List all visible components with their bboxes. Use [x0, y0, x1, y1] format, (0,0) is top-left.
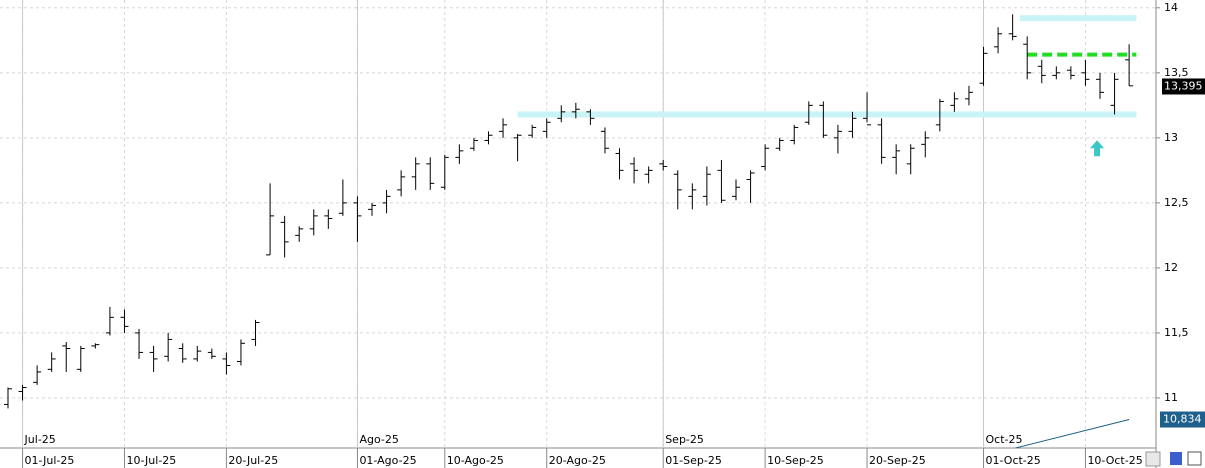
- last-price-label: 13,395: [1164, 79, 1203, 92]
- zoom-button[interactable]: [1145, 451, 1161, 467]
- arrow-marker: [1090, 140, 1105, 157]
- save-button[interactable]: [1170, 452, 1182, 465]
- month-label: Oct-25: [986, 433, 1023, 446]
- y-tick-label: 14: [1164, 1, 1178, 14]
- window-button[interactable]: [1187, 451, 1202, 466]
- y-tick-label: 11,5: [1164, 326, 1189, 339]
- x-tick-label: 10-Ago-25: [447, 454, 504, 467]
- trend-line: [1015, 419, 1130, 449]
- y-tick-label: 12: [1164, 261, 1178, 274]
- indicator-label: 10,834: [1163, 413, 1202, 426]
- x-tick-label: 20-Ago-25: [549, 454, 606, 467]
- x-tick-label: 10-Sep-25: [767, 454, 824, 467]
- indicator-tag: [1160, 411, 1205, 428]
- x-tick-label: 01-Ago-25: [359, 454, 416, 467]
- x-tick-label: 01-Sep-25: [665, 454, 722, 467]
- support-band: [517, 111, 1137, 118]
- x-tick-label: 10-Jul-25: [126, 454, 176, 467]
- last-price-tag: [1162, 78, 1205, 95]
- y-tick-label: 12,5: [1164, 196, 1189, 209]
- resistance-band: [1019, 15, 1137, 22]
- x-tick-label: 10-Oct-25: [1087, 454, 1142, 467]
- month-label: Jul-25: [24, 433, 56, 446]
- x-tick-label: 20-Jul-25: [228, 454, 278, 467]
- month-label: Ago-25: [359, 433, 398, 446]
- y-tick-label: 13,5: [1164, 66, 1189, 79]
- y-tick-label: 13: [1164, 131, 1178, 144]
- x-tick-label: 20-Sep-25: [869, 454, 926, 467]
- y-tick-label: 11: [1164, 391, 1178, 404]
- x-tick-label: 01-Oct-25: [986, 454, 1041, 467]
- month-label: Sep-25: [665, 433, 704, 446]
- x-tick-label: 01-Jul-25: [25, 454, 75, 467]
